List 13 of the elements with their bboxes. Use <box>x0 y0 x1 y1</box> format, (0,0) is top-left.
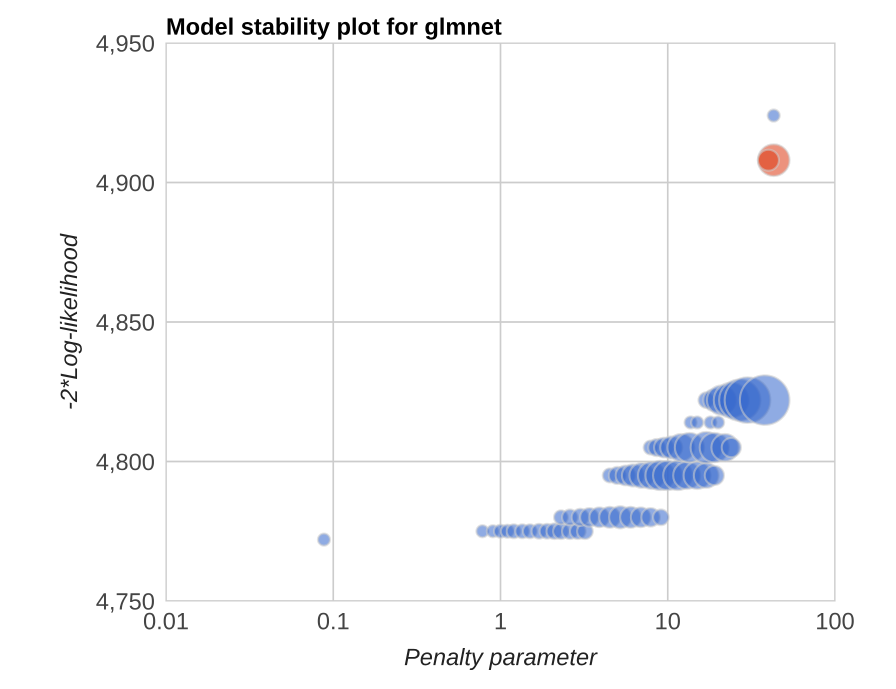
y-tick-label: 4,750 <box>96 593 154 613</box>
y-tick-label: 4,800 <box>96 454 154 474</box>
x-tick-label: 0.01 <box>144 612 188 630</box>
y-tick-label: 4,850 <box>96 314 154 334</box>
chart-title: Model stability plot for glmnet <box>168 18 502 40</box>
y-axis-title: -2*Log-likelihood <box>60 233 82 409</box>
x-tick-label: 100 <box>817 612 854 630</box>
y-tick-label: 4,900 <box>96 174 154 194</box>
x-axis-title: Penalty parameter <box>404 648 598 670</box>
x-tick-label: 0.1 <box>318 612 349 630</box>
x-tick-label: 10 <box>656 612 680 630</box>
y-tick-label: 4,950 <box>96 35 154 55</box>
x-tick-label: 1 <box>496 612 506 630</box>
